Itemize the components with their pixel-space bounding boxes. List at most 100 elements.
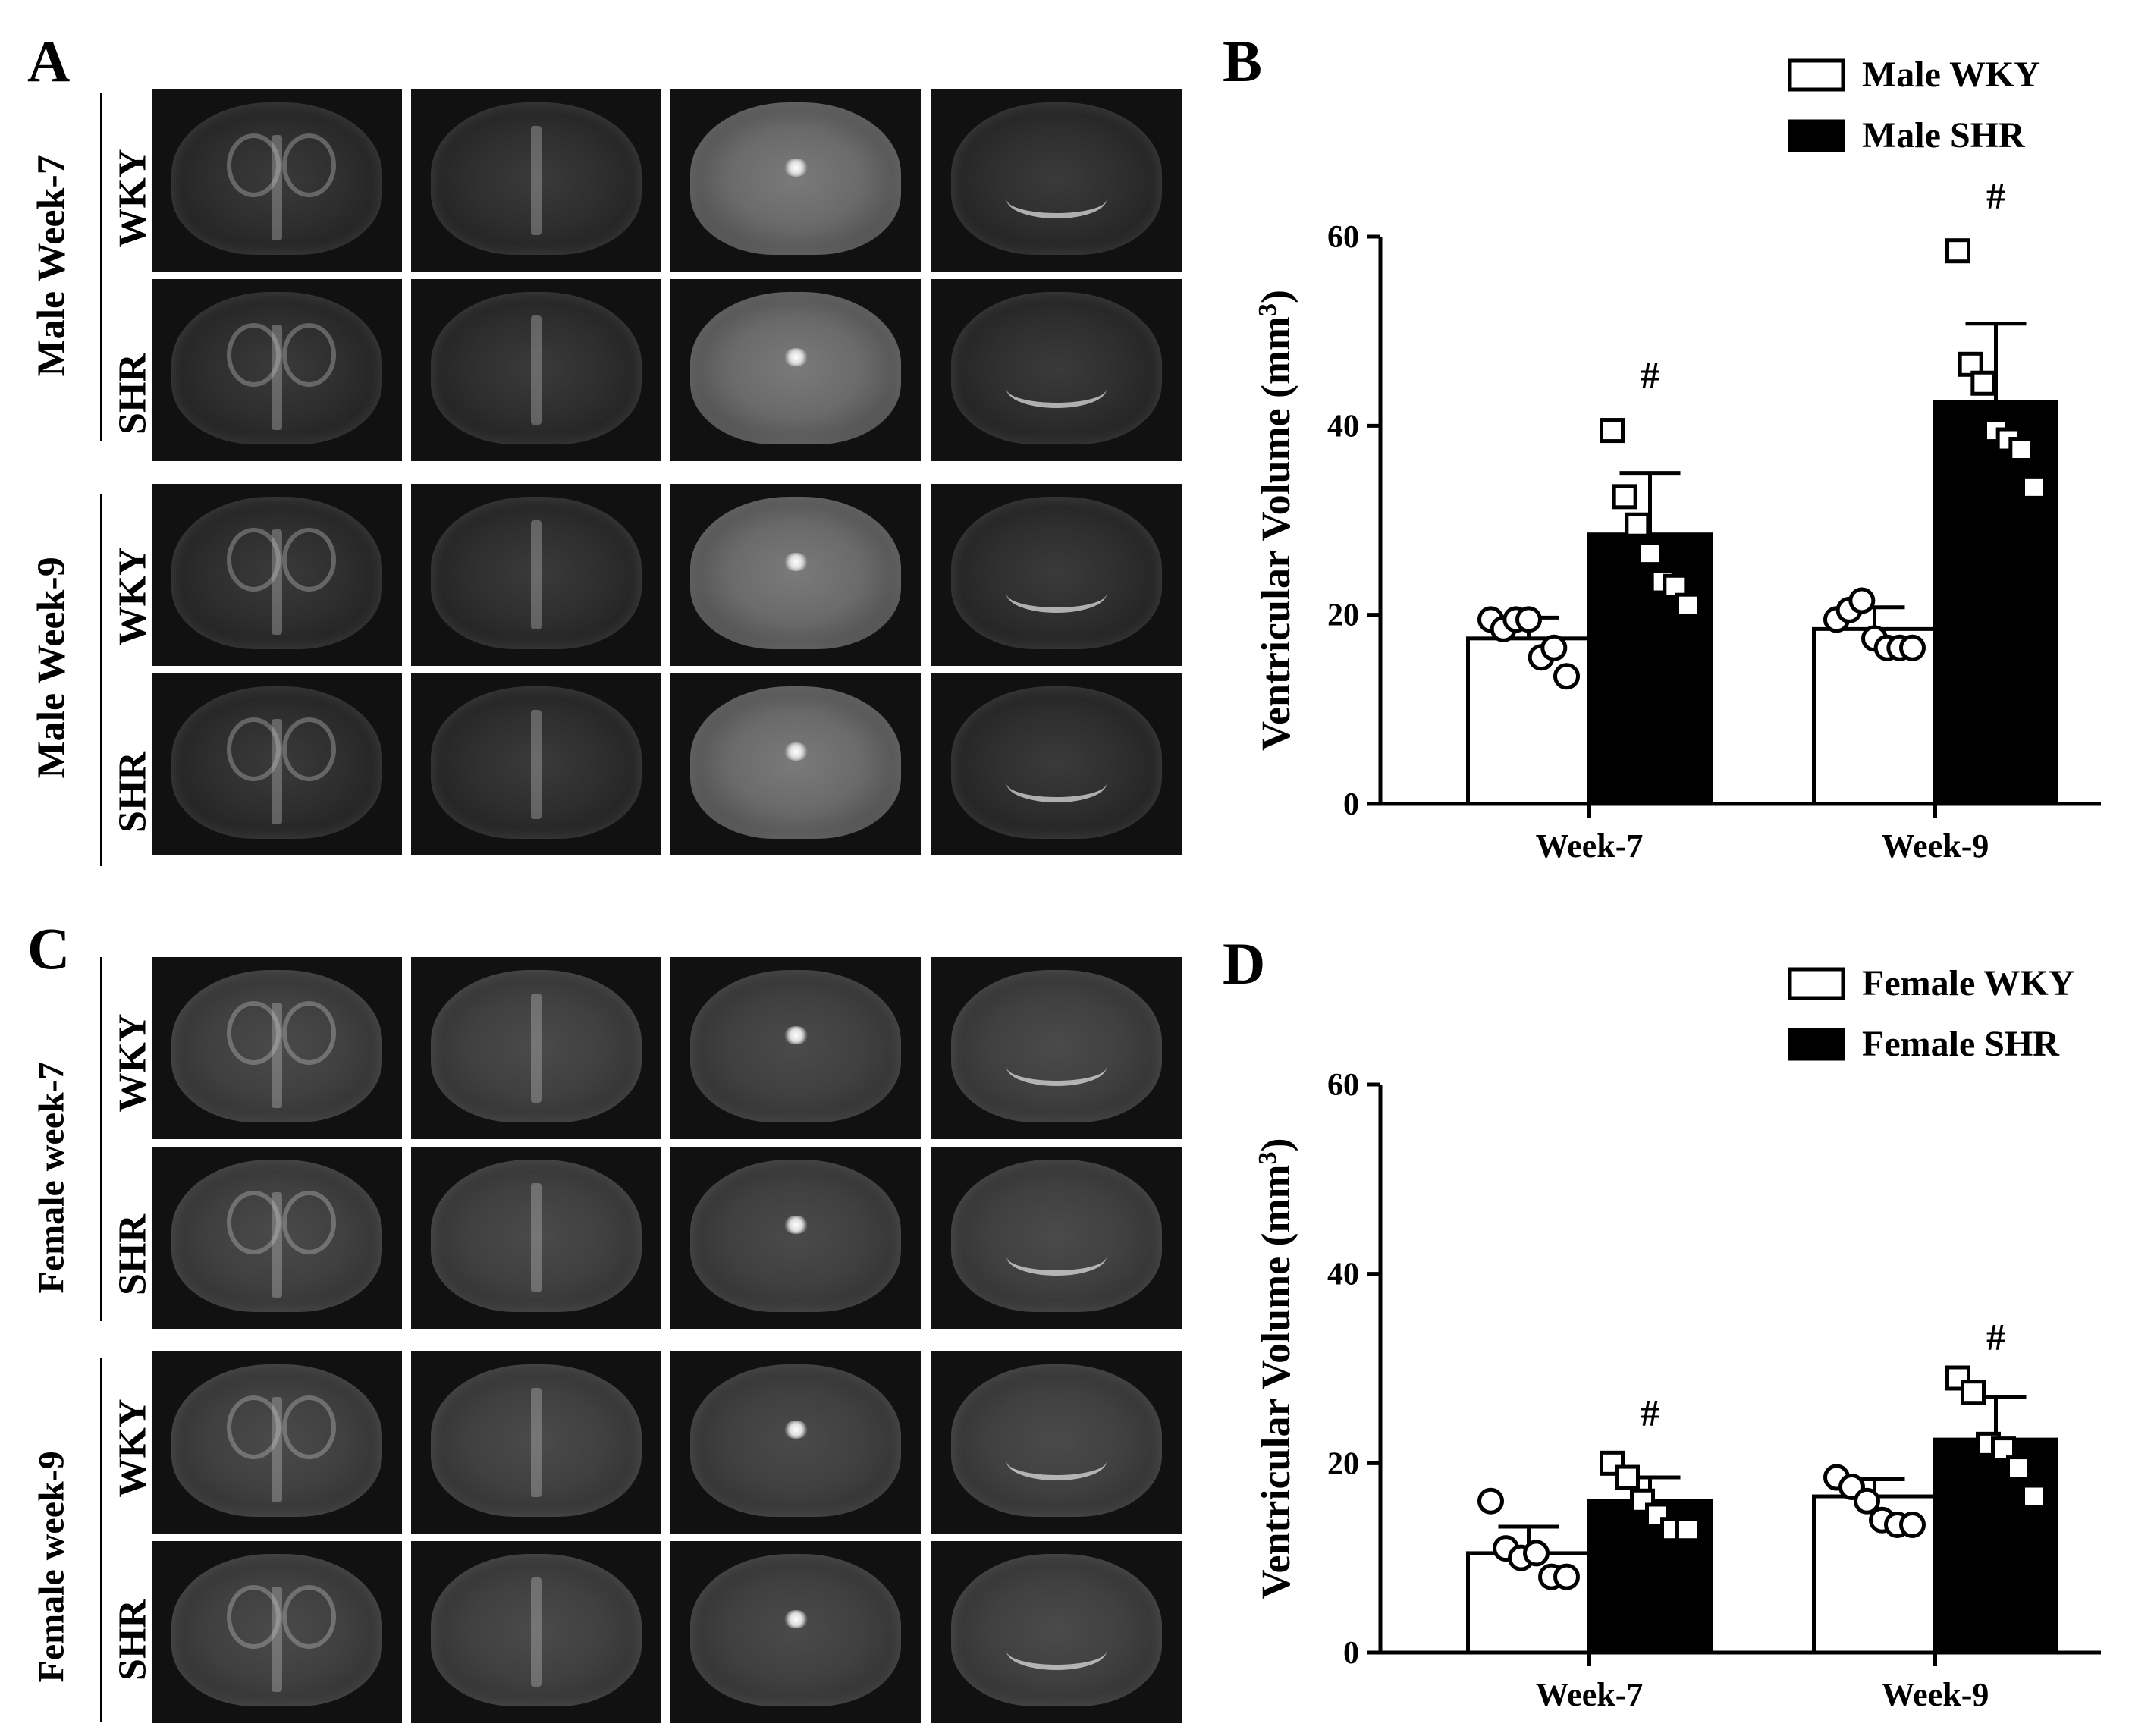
significance-mark: # xyxy=(1986,174,2005,217)
data-point xyxy=(1961,1380,1986,1405)
ventricle-arc xyxy=(1006,764,1107,803)
ventricle-shape xyxy=(227,717,281,781)
ventricle-shape xyxy=(531,710,542,819)
data-point xyxy=(2008,437,2034,462)
mri-image xyxy=(670,1351,921,1534)
legend-label: Female SHR xyxy=(1862,1024,2060,1064)
mri-image xyxy=(670,673,921,855)
ventricle-shape xyxy=(227,1000,281,1065)
brain-slice xyxy=(951,1159,1162,1313)
brain-slice xyxy=(951,496,1162,650)
ventricle-arc xyxy=(1006,1632,1107,1671)
data-point xyxy=(1600,418,1625,444)
significance-mark: # xyxy=(1986,1316,2005,1358)
mri-image xyxy=(931,957,1182,1139)
y-tick-label: 0 xyxy=(1343,787,1359,822)
x-tick-label: Week-7 xyxy=(1536,827,1644,865)
x-tick-label: Week-7 xyxy=(1536,1676,1644,1713)
brain-slice xyxy=(431,496,642,650)
y-tick-label: 60 xyxy=(1327,1068,1359,1103)
data-point xyxy=(1899,1511,1926,1538)
data-point xyxy=(1958,351,1983,377)
mri-image xyxy=(411,1351,661,1534)
mri-image xyxy=(931,1147,1182,1329)
ventricle-spot xyxy=(783,1216,809,1235)
ventricle-shape xyxy=(531,1577,542,1687)
brain-slice xyxy=(690,686,901,840)
brain-slice xyxy=(690,1364,901,1518)
mri-image xyxy=(152,673,402,855)
y-tick-label: 40 xyxy=(1327,1257,1359,1292)
data-point xyxy=(1854,1487,1880,1515)
mri-image xyxy=(152,957,402,1139)
bar-chart-male: 0 20 40 60 Ventricular Volume (mm3) Week-7 Wee… xyxy=(1253,55,2101,865)
x-tick-label: Week-9 xyxy=(1882,1676,1989,1713)
panel-letter-a: A xyxy=(27,28,71,94)
mri-image xyxy=(411,957,661,1139)
mri-image xyxy=(411,89,661,272)
data-point xyxy=(1612,484,1637,510)
brain-slice xyxy=(690,291,901,445)
data-point xyxy=(2021,1483,2046,1509)
row-label-shr: SHR xyxy=(111,752,155,833)
row-label-female-week-9: Female week-9 xyxy=(31,1451,72,1683)
significance-mark: # xyxy=(1641,1391,1659,1433)
data-point xyxy=(1970,370,1996,396)
row-divider xyxy=(100,1358,102,1722)
data-point xyxy=(2021,474,2046,500)
ventricle-spot xyxy=(783,742,809,761)
data-point xyxy=(1553,1563,1580,1590)
y-tick-label: 0 xyxy=(1343,1636,1359,1671)
panel-letter-d: D xyxy=(1223,931,1266,997)
data-point xyxy=(1625,512,1650,538)
mri-image xyxy=(931,484,1182,666)
brain-slice xyxy=(690,1553,901,1707)
ventricle-shape xyxy=(531,126,542,235)
ventricle-shape xyxy=(281,717,336,781)
ventricle-shape xyxy=(281,527,336,592)
y-axis-label: Ventricular Volume (mm3) xyxy=(1253,290,1298,751)
mri-image xyxy=(931,1351,1182,1534)
ventricle-shape xyxy=(281,1190,336,1254)
mri-image xyxy=(411,279,661,461)
y-tick-label: 20 xyxy=(1327,598,1359,633)
brain-slice xyxy=(431,969,642,1123)
mri-image xyxy=(670,957,921,1139)
ventricle-arc xyxy=(1006,1238,1107,1276)
ventricle-shape xyxy=(227,527,281,592)
mri-image xyxy=(152,279,402,461)
y-tick-label: 20 xyxy=(1327,1446,1359,1481)
brain-slice xyxy=(690,496,901,650)
y-axis-label: Ventricular Volume (mm3) xyxy=(1253,1138,1298,1599)
brain-slice xyxy=(951,102,1162,256)
ventricle-shape xyxy=(227,1395,281,1459)
ventricle-spot xyxy=(783,1421,809,1439)
legend-swatch xyxy=(1788,967,1845,1000)
mri-image xyxy=(411,673,661,855)
ventricle-shape xyxy=(531,994,542,1103)
mri-image xyxy=(931,89,1182,272)
brain-slice xyxy=(431,102,642,256)
ventricle-shape xyxy=(531,315,542,425)
row-label-wky: WKY xyxy=(111,1399,155,1498)
bar xyxy=(1587,532,1713,806)
data-point xyxy=(2006,1455,2031,1481)
legend-label: Male WKY xyxy=(1862,55,2040,95)
mri-image xyxy=(152,1351,402,1534)
row-label-wky: WKY xyxy=(111,149,155,248)
bar-chart-female: 0 20 40 60 Ventricular Volume (mm3) Week-7 Wee… xyxy=(1253,963,2101,1713)
mri-image xyxy=(411,1147,661,1329)
y-tick-label: 60 xyxy=(1327,220,1359,255)
ventricle-shape xyxy=(281,322,336,387)
brain-slice xyxy=(951,1553,1162,1707)
bar xyxy=(1466,636,1591,806)
brain-slice xyxy=(690,1159,901,1313)
ventricle-shape xyxy=(281,133,336,197)
ventricle-arc xyxy=(1006,370,1107,409)
mri-image xyxy=(670,1147,921,1329)
ventricle-shape xyxy=(531,520,542,629)
ventricle-arc xyxy=(1006,575,1107,614)
mri-image xyxy=(152,484,402,666)
x-tick-label: Week-9 xyxy=(1882,827,1989,865)
legend-swatch xyxy=(1788,58,1845,92)
